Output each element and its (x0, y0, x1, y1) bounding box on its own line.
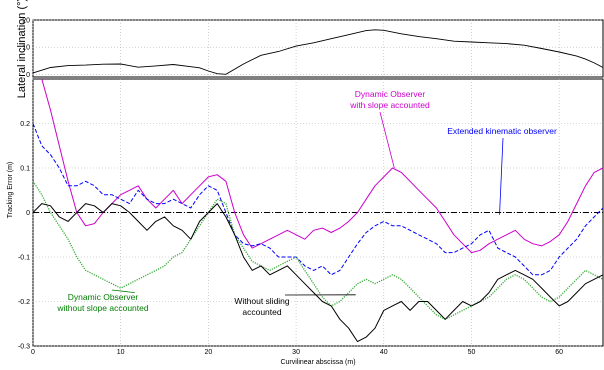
inclination-y-tick-label: 20 (22, 18, 30, 25)
series-line-blue (32, 123, 604, 276)
tracking-grid (32, 79, 603, 347)
inclination-series-group (32, 29, 604, 75)
annotation-magenta-line2: with slope accounted (349, 100, 430, 110)
annotation-green-pointer (111, 289, 135, 293)
x-tick-label: 20 (204, 349, 212, 356)
annotation-magenta-line1: Dynamic Observer (355, 89, 426, 99)
series-line-black (32, 203, 604, 343)
x-tick-label: 0 (31, 349, 35, 356)
x-tick-label: 60 (555, 349, 563, 356)
tracking-y-tick-label: -0.2 (18, 299, 30, 306)
tracking-y-tick-label: 0.2 (20, 121, 30, 128)
annotation-blue: Extended kinematic observer (447, 126, 557, 215)
annotation-magenta-pointer (379, 111, 395, 169)
tracking-y-tick-label: 0.1 (20, 166, 30, 173)
inclination-chart: 0 10 20 Lateral inclination (°) (16, 0, 604, 98)
annotation-black: Without sliding accounted (234, 294, 356, 317)
tracking-series-group (32, 78, 604, 343)
inclination-y-axis-label: Lateral inclination (°) (16, 0, 28, 98)
tracking-y-ticks: -0.3 -0.2 -0.1 0 0.1 0.2 (18, 121, 30, 351)
inclination-plot-area (32, 19, 604, 78)
inclination-y-tick-label: 0 (26, 72, 30, 79)
tracking-y-tick-label: -0.3 (18, 344, 30, 351)
x-tick-label: 40 (380, 349, 388, 356)
tracking-y-tick-label: 0 (26, 210, 30, 217)
annotation-blue-pointer (499, 137, 504, 215)
inclination-y-ticks: 0 10 20 (22, 18, 30, 79)
series-line-magenta (41, 78, 604, 254)
tracking-y-axis-label: Tracking Error (m) (7, 162, 14, 219)
tracking-y-tick-label: -0.1 (18, 255, 30, 262)
tracking-x-ticks: 0 10 20 30 40 50 60 (31, 349, 563, 356)
annotation-green: Dynamic Observer without slope accounted (56, 289, 149, 313)
annotation-green-line2: without slope accounted (56, 303, 148, 313)
x-axis-label: Curvilinear abscissa (m) (280, 359, 355, 366)
inclination-grid (32, 19, 603, 77)
annotation-black-line1: Without sliding (234, 296, 290, 306)
x-tick-label: 30 (292, 349, 300, 356)
annotation-blue-line1: Extended kinematic observer (447, 126, 557, 136)
annotation-green-line1: Dynamic Observer (68, 292, 139, 302)
tracking-error-chart: -0.3 -0.2 -0.1 0 0.1 0.2 0 10 20 30 40 50 60 Tracki… (7, 78, 604, 366)
x-tick-label: 50 (468, 349, 476, 356)
annotation-magenta: Dynamic Observer with slope accounted (349, 89, 430, 169)
inclination-y-tick-label: 10 (22, 45, 30, 52)
x-tick-label: 10 (117, 349, 125, 356)
annotation-black-line2: accounted (242, 307, 281, 317)
inclination-series-line-0 (32, 29, 604, 75)
